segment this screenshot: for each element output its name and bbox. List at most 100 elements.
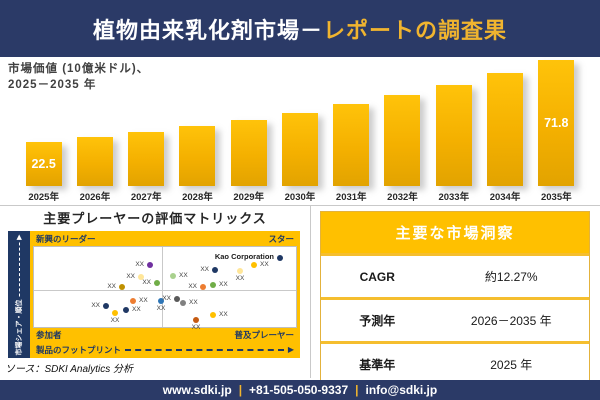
matrix-point: XX (251, 261, 269, 268)
matrix-bottom-band: 参加者 普及プレーヤー (30, 328, 300, 342)
matrix-point: XX (236, 268, 244, 282)
point-marker (210, 312, 216, 318)
point-marker (154, 280, 160, 286)
matrix-point: XX (210, 281, 228, 288)
matrix-point: XX (162, 295, 180, 302)
years-row: 2025年 2026年 2027年 2028年 2029年 2030年 2031年 2032年… (18, 189, 582, 203)
matrix-point: XX (180, 299, 198, 306)
point-marker (138, 274, 144, 280)
matrix-plot: XX XX XX XX XX XX XX XX XX XX Kao Corporation XX XX X… (33, 246, 297, 331)
insights-row-value: 2026－2035 年 (470, 314, 552, 328)
matrix-point: XX (200, 266, 218, 273)
footer-contact-bar: www.sdki.jp | +81-505-050-9337 | info@sd… (0, 380, 600, 400)
bar-value-label: 22.5 (31, 157, 56, 171)
title-banner: 植物由来乳化剤市場－ レポートの調査果 (0, 0, 600, 57)
point-marker (200, 284, 206, 290)
point-marker (130, 298, 136, 304)
point-label: XX (191, 324, 201, 331)
source-note: ソース：SDKI Analytics 分析 (5, 364, 134, 375)
bars-row: 22.5 71.8 (18, 57, 582, 186)
matrix-point: XX (91, 302, 109, 309)
point-marker (147, 262, 153, 268)
point-label: XX (200, 266, 209, 273)
point-marker (180, 300, 186, 306)
matrix-point: XX (111, 310, 119, 324)
point-label: XX (110, 317, 120, 324)
point-marker (174, 296, 180, 302)
quadrant-label-bottom-left: 参加者 (36, 330, 62, 340)
x-axis-tick: 2028年 (182, 192, 213, 203)
point-marker (119, 284, 125, 290)
point-label: XX (188, 283, 197, 290)
bar-2031年 (333, 104, 370, 186)
point-label: XX (126, 273, 135, 280)
x-axis-tick: 2030年 (284, 192, 316, 203)
matrix-y-axis-label: 市場シェア・順位 (16, 299, 23, 355)
point-label: XX (162, 295, 171, 302)
point-label: XX (139, 297, 148, 304)
x-axis-tick: 2035年 (540, 192, 572, 203)
matrix-x-axis-label: 製品のフットプリント (36, 345, 122, 355)
bar-2034年 (487, 73, 524, 186)
matrix-x-axis: 製品のフットプリント ▶ (30, 342, 300, 358)
x-axis-tick: 2032年 (387, 192, 418, 203)
x-axis-tick: 2026年 (79, 192, 111, 203)
point-marker (193, 317, 199, 323)
bar-2030年 (281, 113, 318, 186)
point-label: XX (107, 283, 116, 290)
bar-2032年 (384, 95, 421, 186)
bar-2028年 (179, 126, 216, 186)
point-label: XX (135, 261, 144, 268)
point-label: XX (156, 305, 166, 312)
y-axis-dashed-line (18, 242, 20, 296)
point-label: XX (91, 302, 100, 309)
insights-row-label: 基準年 (359, 358, 396, 372)
insights-row-value: 2025 年 (490, 358, 533, 372)
quadrant-horizontal-line (34, 290, 296, 291)
point-marker (210, 282, 216, 288)
matrix-point: XX (126, 273, 144, 280)
insights-rows: CAGR 約12.27% 予測年 2026－2035 年基準年 2025 年 (321, 253, 589, 385)
x-axis-tick: 2033年 (438, 192, 470, 203)
point-marker (212, 267, 218, 273)
point-marker (237, 268, 243, 274)
x-axis-arrow-icon: ▶ (287, 345, 294, 354)
point-label: XX (260, 261, 269, 268)
footer-separator: | (238, 383, 243, 397)
matrix-point: XX (157, 298, 165, 312)
matrix-point: XX (130, 297, 148, 304)
y-axis-arrow-icon: ▶ (15, 234, 23, 240)
quadrant-label-top-left: 新興のリーダー (36, 233, 96, 244)
point-marker (251, 262, 257, 268)
x-axis-tick: 2025年 (28, 192, 59, 203)
quadrant-vertical-line (162, 247, 163, 327)
point-label: XX (179, 272, 188, 279)
matrix-point-highlight: Kao Corporation (215, 252, 283, 261)
matrix-point: XX (210, 311, 228, 318)
point-label: XX (219, 311, 228, 318)
point-marker (103, 303, 109, 309)
bar-2033年 (435, 85, 472, 186)
insights-row-label: 予測年 (359, 314, 396, 328)
point-label: XX (132, 306, 141, 313)
chart-caption-line2: 2025－2035 年 (8, 78, 97, 91)
matrix-point: XX (135, 261, 153, 268)
page-title-accent: レポートの調査果 (323, 17, 508, 43)
chart-axis-caption: 市場価値 (10億米ドル)、 2025－2035 年 (8, 62, 149, 93)
quadrant-label-top-right: スター (268, 233, 294, 244)
quadrant-label-bottom-right: 普及プレーヤー (234, 330, 294, 340)
matrix-point: XX (142, 279, 160, 286)
point-label: XX (142, 279, 151, 286)
point-marker (277, 255, 283, 261)
matrix-title: 主要プレーヤーの評価マトリックス (43, 211, 267, 226)
insights-row: CAGR 約12.27% (321, 253, 589, 297)
point-label: XX (235, 275, 245, 282)
x-axis-tick: 2031年 (335, 192, 367, 203)
footer-phone: +81-505-050-9337 (249, 383, 349, 397)
footer-email: info@sdki.jp (365, 383, 438, 397)
bar-2035年: 71.8 (538, 60, 575, 186)
x-axis-tick: 2027年 (130, 192, 162, 203)
x-axis-dashed-line (125, 349, 284, 351)
footer-separator: | (355, 383, 359, 397)
footer-website: www.sdki.jp (162, 383, 232, 397)
